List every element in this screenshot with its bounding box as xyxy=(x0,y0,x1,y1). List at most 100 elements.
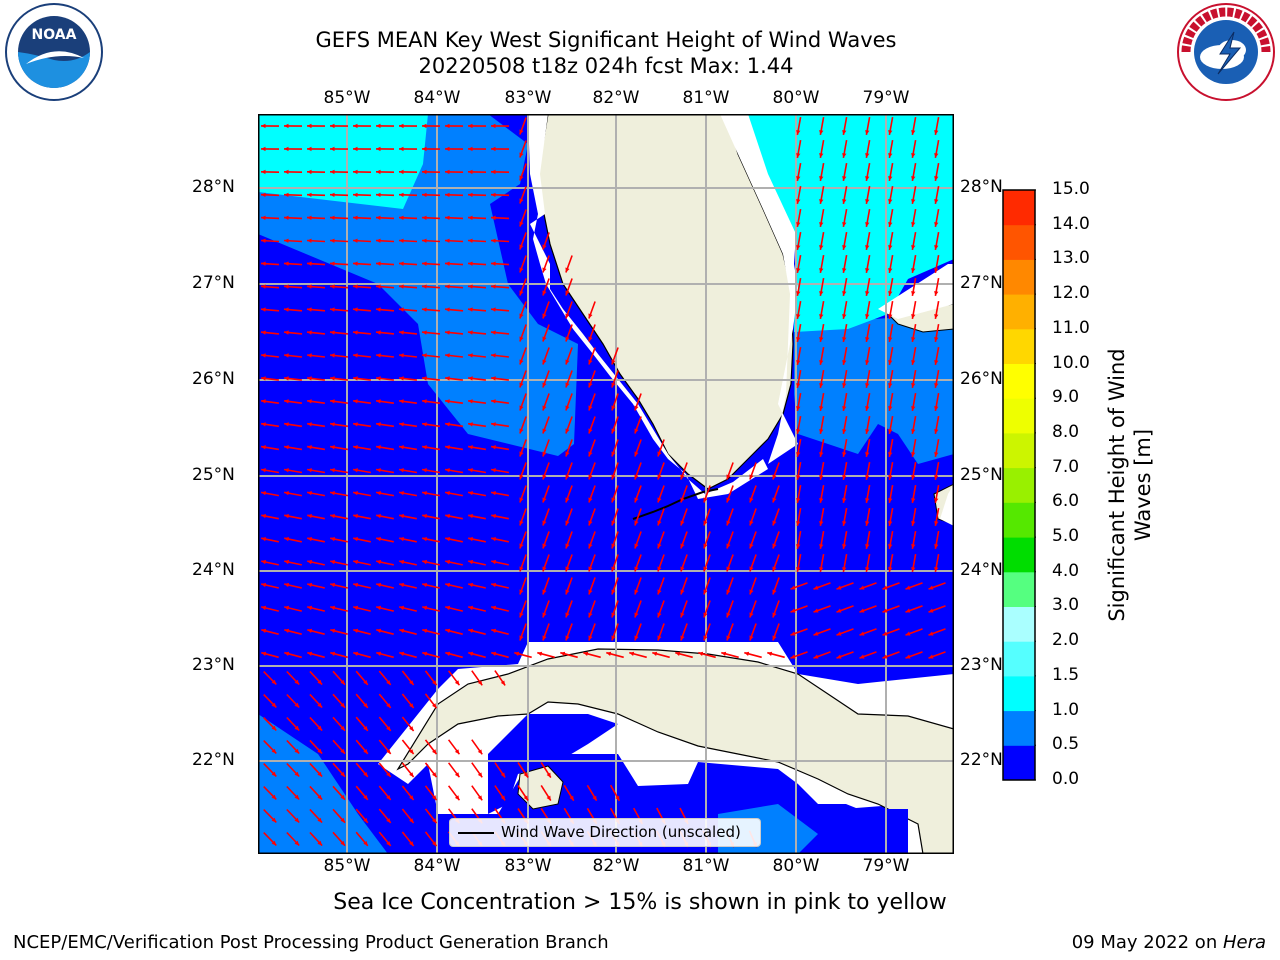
wind-wave-arrow xyxy=(819,162,825,182)
wind-wave-arrow xyxy=(634,508,642,526)
wind-wave-arrow xyxy=(749,531,757,549)
wind-wave-arrow xyxy=(565,255,573,273)
wind-wave-arrow xyxy=(542,531,550,549)
wind-wave-arrow xyxy=(611,485,619,503)
wind-wave-arrow xyxy=(468,651,486,659)
wind-wave-arrow xyxy=(888,415,894,435)
wind-wave-arrow xyxy=(424,831,438,847)
wind-wave-arrow xyxy=(306,330,326,335)
wind-wave-arrow xyxy=(698,651,716,659)
wind-wave-arrow xyxy=(444,399,464,404)
wind-wave-arrow xyxy=(352,215,372,220)
wind-wave-arrow xyxy=(842,438,848,458)
wind-wave-arrow xyxy=(634,623,642,641)
wind-wave-arrow xyxy=(842,392,848,412)
wind-wave-arrow xyxy=(865,438,871,458)
noaa-logo: NOAA xyxy=(5,3,103,101)
wind-wave-arrow xyxy=(842,346,848,366)
wind-wave-arrow xyxy=(772,485,780,503)
wind-wave-arrow xyxy=(260,169,280,175)
wind-wave-arrow xyxy=(542,600,550,618)
wind-wave-arrow xyxy=(836,582,854,590)
wind-wave-arrow xyxy=(888,553,894,573)
wind-wave-arrow xyxy=(565,462,573,480)
wind-wave-arrow xyxy=(865,392,871,412)
wind-wave-arrow xyxy=(865,231,871,251)
wind-wave-arrow xyxy=(888,461,894,481)
wind-wave-arrow xyxy=(519,393,527,411)
wind-wave-arrow xyxy=(263,671,277,685)
wind-wave-arrow xyxy=(588,439,596,457)
wind-wave-arrow xyxy=(376,605,394,612)
wind-wave-arrow xyxy=(934,507,940,527)
wind-wave-arrow xyxy=(376,537,394,543)
wind-wave-arrow xyxy=(934,185,940,205)
longitude-label: 81°W xyxy=(682,88,730,108)
wind-wave-arrow xyxy=(261,559,279,566)
wind-wave-arrow xyxy=(424,785,438,801)
wind-wave-arrow xyxy=(445,628,463,635)
wind-wave-arrow xyxy=(772,554,780,572)
wind-wave-arrow xyxy=(444,238,464,243)
wind-wave-arrow xyxy=(703,485,711,503)
wind-wave-arrow xyxy=(680,531,688,549)
wind-wave-arrow xyxy=(352,146,372,152)
wind-wave-arrow xyxy=(309,670,323,686)
wind-wave-arrow xyxy=(634,531,642,549)
wave-zone-high-northwest xyxy=(258,114,428,209)
longitude-label: 83°W xyxy=(504,856,552,876)
wind-wave-arrow xyxy=(703,508,711,526)
wind-wave-arrow xyxy=(842,553,848,573)
wind-wave-arrow xyxy=(398,491,418,497)
wind-wave-arrow xyxy=(772,600,780,618)
footer-date: 09 May 2022 on Hera xyxy=(1072,932,1266,953)
wind-wave-arrow xyxy=(307,353,325,358)
wind-wave-arrow xyxy=(611,531,619,549)
wind-wave-arrow xyxy=(819,323,825,343)
colorbar-segment xyxy=(1003,641,1035,677)
wind-wave-arrow xyxy=(842,300,848,320)
wind-wave-arrow xyxy=(283,422,303,428)
wind-wave-arrow xyxy=(468,605,486,612)
wind-wave-arrow xyxy=(283,491,303,497)
wind-wave-arrow xyxy=(611,623,619,641)
wind-wave-arrow xyxy=(657,485,665,503)
wind-wave-arrow xyxy=(542,370,550,388)
wind-wave-arrow xyxy=(329,238,349,243)
colorbar-frame xyxy=(1002,189,1036,781)
wind-wave-arrow xyxy=(330,376,348,381)
bahamas-south-mask xyxy=(940,484,954,526)
wind-wave-arrow xyxy=(444,215,464,220)
wind-wave-arrow xyxy=(490,123,510,129)
wind-wave-arrow xyxy=(819,231,825,251)
colorbar-tick-label: 13.0 xyxy=(1052,248,1090,269)
isla-juventud xyxy=(517,765,564,810)
longitude-label: 79°W xyxy=(862,88,910,108)
wind-wave-arrows xyxy=(260,116,946,848)
wind-wave-arrow xyxy=(565,623,573,641)
colorbar-segment xyxy=(1003,294,1035,330)
wind-wave-arrow xyxy=(444,468,464,474)
wind-wave-arrow xyxy=(519,209,527,227)
wind-wave-arrow xyxy=(859,651,877,659)
wind-wave-arrow xyxy=(422,537,440,543)
wind-wave-arrow xyxy=(444,169,464,175)
wind-wave-arrow xyxy=(519,577,527,595)
wind-wave-arrow xyxy=(471,762,483,778)
wind-wave-arrow xyxy=(934,415,940,435)
wind-wave-arrow xyxy=(796,346,802,366)
wind-wave-arrow xyxy=(911,231,917,251)
wind-wave-arrow xyxy=(726,554,734,572)
wind-wave-arrow xyxy=(261,376,279,381)
wind-wave-arrow xyxy=(422,559,440,566)
wind-wave-arrow xyxy=(444,422,464,428)
wind-wave-arrow xyxy=(353,353,371,358)
wind-wave-arrow xyxy=(494,785,506,801)
wind-wave-arrow xyxy=(588,416,596,434)
wind-wave-arrow xyxy=(517,785,529,801)
wind-wave-arrow xyxy=(260,330,280,335)
wind-wave-arrow xyxy=(444,330,464,335)
colorbar-title: Significant Height of Wind Waves [m] xyxy=(1105,348,1155,622)
wind-wave-arrow xyxy=(398,169,418,175)
wind-wave-arrow xyxy=(399,628,417,635)
